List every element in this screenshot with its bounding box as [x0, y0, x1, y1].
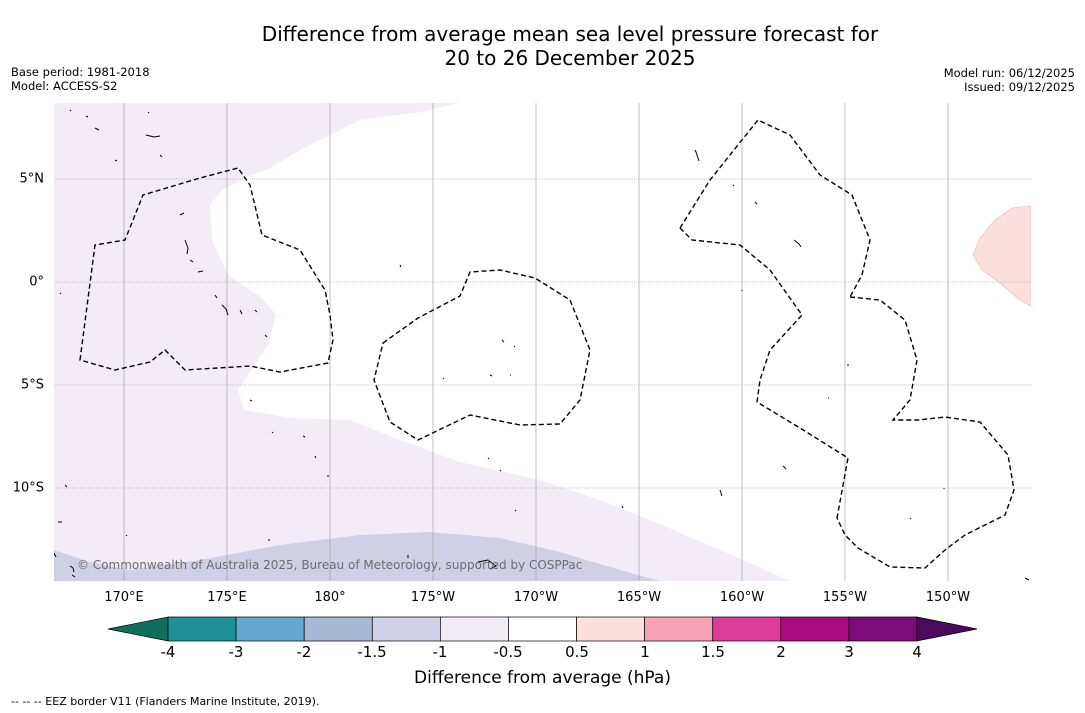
colorbar-segment	[576, 616, 645, 642]
gridlines	[54, 103, 1031, 581]
lon-label-165w: 165°W	[616, 590, 662, 605]
eez-border-kiribati-gilberts	[79, 167, 334, 373]
lon-label-155w: 155°W	[822, 590, 868, 605]
issued-date: Issued: 09/12/2025	[964, 80, 1075, 94]
lon-label-150w: 150°W	[925, 590, 971, 605]
base-period: Base period: 1981-2018	[11, 65, 150, 79]
colorbar-segment	[848, 616, 918, 642]
eez-footnote: -- -- -- EEZ border V11 (Flanders Marine…	[11, 695, 320, 708]
model-run-date: Model run: 06/12/2025	[943, 66, 1075, 80]
anomaly-region-minus-1	[54, 532, 660, 581]
colorbar-segment	[167, 616, 237, 642]
lon-label-175w: 175°W	[410, 590, 456, 605]
eez-borders	[79, 119, 1015, 569]
colorbar-tick: -3	[228, 643, 244, 661]
lon-label-170w: 170°W	[513, 590, 559, 605]
lon-label-160w: 160°W	[719, 590, 765, 605]
colorbar-tick: -1.5	[357, 643, 387, 661]
anomaly-region-minus-0-5	[54, 103, 790, 581]
islands	[54, 109, 1030, 581]
colorbar-segment	[780, 616, 850, 642]
map-area	[54, 103, 1031, 581]
lon-label-175e: 175°E	[207, 590, 247, 605]
anomaly-region-plus-0-5	[972, 205, 1031, 307]
colorbar-tick: 0.5	[565, 643, 589, 661]
chart-title: Difference from average mean sea level p…	[0, 22, 1085, 70]
colorbar-tick: 4	[912, 643, 922, 661]
model-name: Model: ACCESS-S2	[11, 79, 118, 93]
colorbar-tick: 1.5	[701, 643, 725, 661]
colorbar-segment	[440, 616, 509, 642]
lat-label-5s: 5°S	[20, 377, 44, 393]
title-line-1: Difference from average mean sea level p…	[261, 22, 879, 46]
colorbar-segment	[235, 616, 305, 642]
colorbar-tick: -4	[160, 643, 176, 661]
meta-right: Model run: 06/12/2025 Issued: 09/12/2025	[944, 66, 1075, 94]
lat-label-0: 0°	[29, 274, 44, 290]
colorbar-segment	[303, 616, 373, 642]
colorbar-extend-high	[916, 616, 978, 642]
colorbar-extend-low	[107, 616, 169, 642]
colorbar-segment	[508, 616, 577, 642]
lat-label-5n: 5°N	[19, 171, 45, 187]
colorbar-segment	[644, 616, 714, 642]
colorbar-tick: -1	[432, 643, 448, 661]
lat-label-10s: 10°S	[12, 480, 44, 496]
copyright-notice: © Commonwealth of Australia 2025, Bureau…	[77, 558, 583, 572]
eez-border-kiribati-line-north	[679, 119, 871, 298]
colorbar-tick: 2	[776, 643, 786, 661]
colorbar-segment	[371, 616, 441, 642]
lon-label-170e: 170°E	[104, 590, 144, 605]
colorbar-segment	[712, 616, 782, 642]
title-line-2: 20 to 26 December 2025	[444, 46, 696, 70]
colorbar-tick: 3	[844, 643, 854, 661]
meta-left: Base period: 1981-2018 Model: ACCESS-S2	[11, 65, 150, 93]
colorbar-tick: 1	[640, 643, 650, 661]
colorbar-tick: -2	[296, 643, 312, 661]
lon-label-180: 180°	[314, 590, 346, 605]
colorbar-tick: -0.5	[493, 643, 523, 661]
colorbar	[107, 616, 978, 642]
eez-border-line-islands-west	[679, 227, 849, 519]
colorbar-label: Difference from average (hPa)	[414, 668, 671, 688]
